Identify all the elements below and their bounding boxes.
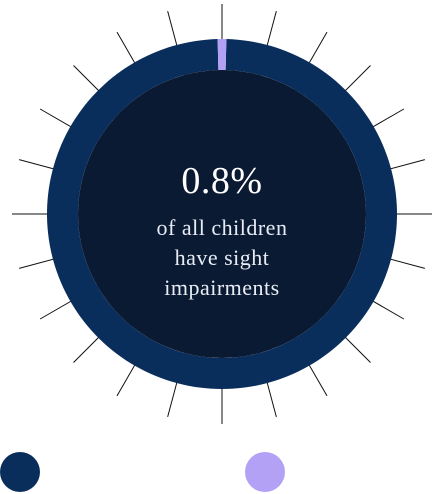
legend-item-children-population: Children population [0, 450, 193, 494]
legend-item-affected-children: Affected children [245, 450, 417, 494]
inner-disc [78, 70, 366, 358]
legend-swatch [245, 452, 285, 492]
slice-affected-children [217, 39, 227, 71]
caption-line: of all children [156, 215, 288, 240]
legend-label: Affected children [291, 462, 418, 481]
donut-ring [47, 39, 398, 390]
center-value: 0.8% [181, 160, 263, 202]
legend-label: Children population [46, 462, 193, 481]
legend-swatch [0, 452, 40, 492]
caption-line: have sight [174, 245, 270, 270]
caption-line: impairments [164, 275, 280, 300]
center-caption: of all children have sight impairments [102, 213, 342, 303]
donut-chart [12, 4, 432, 424]
